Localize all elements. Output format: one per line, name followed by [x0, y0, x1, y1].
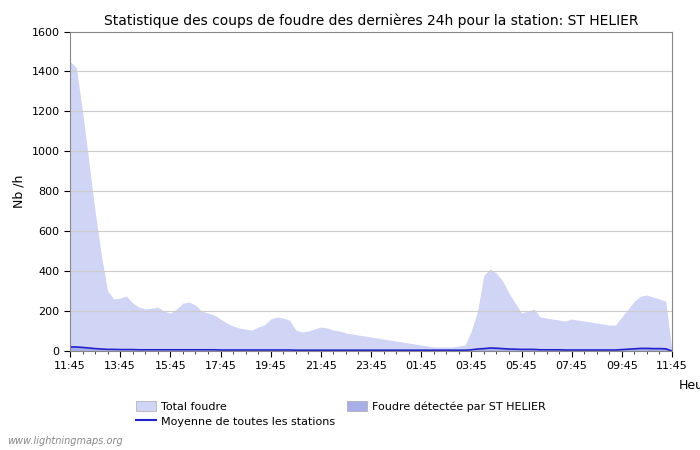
- Y-axis label: Nb /h: Nb /h: [13, 175, 26, 208]
- Text: www.lightningmaps.org: www.lightningmaps.org: [7, 436, 122, 446]
- Legend: Total foudre, Moyenne de toutes les stations, Foudre détectée par ST HELIER: Total foudre, Moyenne de toutes les stat…: [136, 401, 546, 427]
- Text: Heure: Heure: [679, 379, 700, 392]
- Title: Statistique des coups de foudre des dernières 24h pour la station: ST HELIER: Statistique des coups de foudre des dern…: [104, 13, 638, 27]
